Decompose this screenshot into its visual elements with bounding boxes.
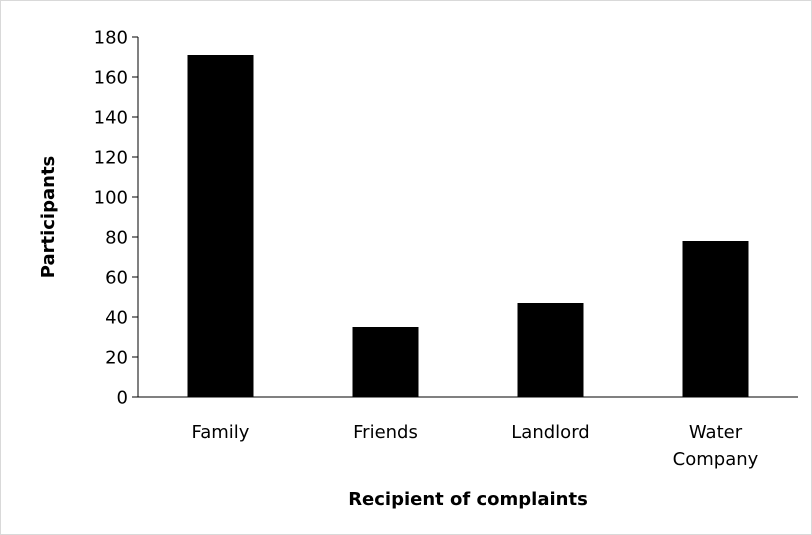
bar (517, 303, 584, 397)
x-tick-label: Company (673, 449, 759, 470)
y-tick-label: 100 (94, 188, 128, 209)
y-axis-title: Participants (38, 156, 59, 279)
bar (352, 327, 419, 397)
bar (187, 55, 254, 397)
bars (187, 55, 749, 397)
y-tick-label: 160 (94, 68, 128, 89)
y-tick-label: 0 (117, 388, 128, 409)
x-tick-label: Friends (353, 422, 418, 443)
x-tick-label: Landlord (511, 422, 589, 443)
x-axis-title: Recipient of complaints (348, 489, 588, 510)
y-tick-label: 180 (94, 28, 128, 49)
y-tick-label: 120 (94, 148, 128, 169)
y-tick-label: 40 (105, 308, 128, 329)
bar (682, 241, 749, 397)
x-tick-label: Water (689, 422, 743, 443)
x-axis: Family Friends Landlord Water Company (138, 396, 798, 470)
x-tick-label: Family (192, 422, 250, 443)
y-tick-label: 60 (105, 268, 128, 289)
y-tick-label: 20 (105, 348, 128, 369)
y-axis: 0 20 40 60 80 100 120 140 160 180 (94, 28, 139, 409)
y-tick-label: 80 (105, 228, 128, 249)
y-tick-label: 140 (94, 108, 128, 129)
